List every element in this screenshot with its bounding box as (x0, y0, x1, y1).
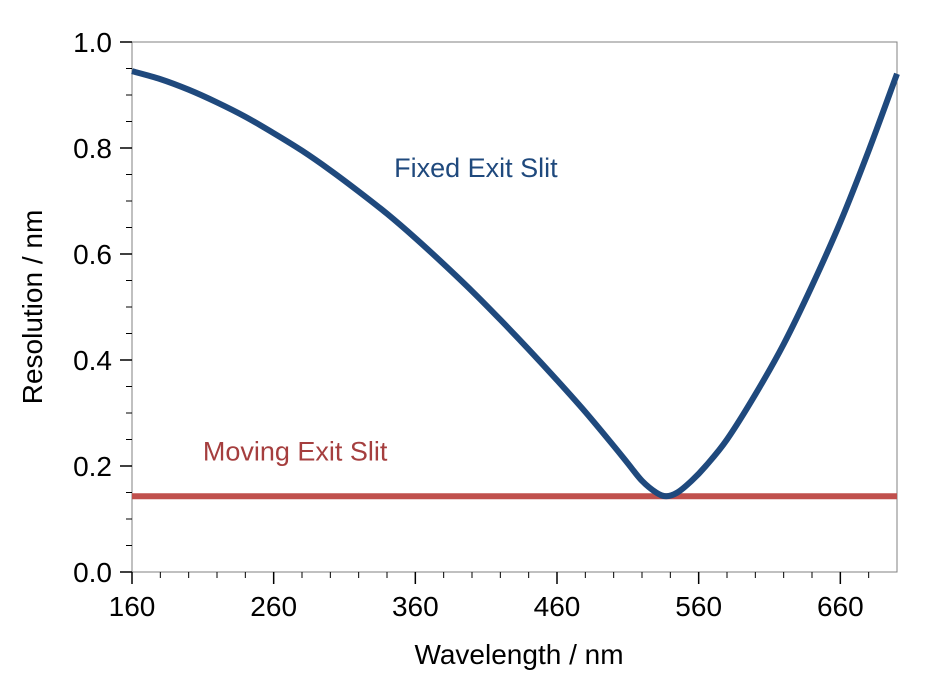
x-tick-label: 360 (392, 591, 439, 622)
x-tick-label: 460 (534, 591, 581, 622)
y-tick-labels: 0.0 0.2 0.4 0.6 0.8 1.0 (73, 27, 112, 588)
x-tick-label: 260 (250, 591, 297, 622)
series-line-fixed-exit-slit (131, 68, 900, 500)
x-tick-labels: 160 260 360 460 560 660 (109, 591, 864, 622)
minor-ticks (126, 68, 870, 578)
x-tick-label: 560 (675, 591, 722, 622)
annotation-layer: Fixed Exit Slit Moving Exit Slit (203, 153, 558, 467)
x-tick-label: 160 (109, 591, 156, 622)
series-layer (131, 68, 900, 500)
y-tick-label: 0.4 (73, 345, 112, 376)
y-tick-label: 0.6 (73, 239, 112, 270)
y-axis-title: Resolution / nm (17, 210, 48, 405)
annotation-moving-exit-slit: Moving Exit Slit (203, 437, 388, 467)
annotation-fixed-exit-slit: Fixed Exit Slit (394, 153, 558, 183)
y-tick-label: 0.0 (73, 557, 112, 588)
x-tick-label: 660 (817, 591, 864, 622)
y-tick-label: 1.0 (73, 27, 112, 58)
y-tick-label: 0.8 (73, 133, 112, 164)
y-tick-label: 0.2 (73, 451, 112, 482)
major-ticks (120, 41, 842, 584)
x-axis-title: Wavelength / nm (414, 639, 623, 670)
